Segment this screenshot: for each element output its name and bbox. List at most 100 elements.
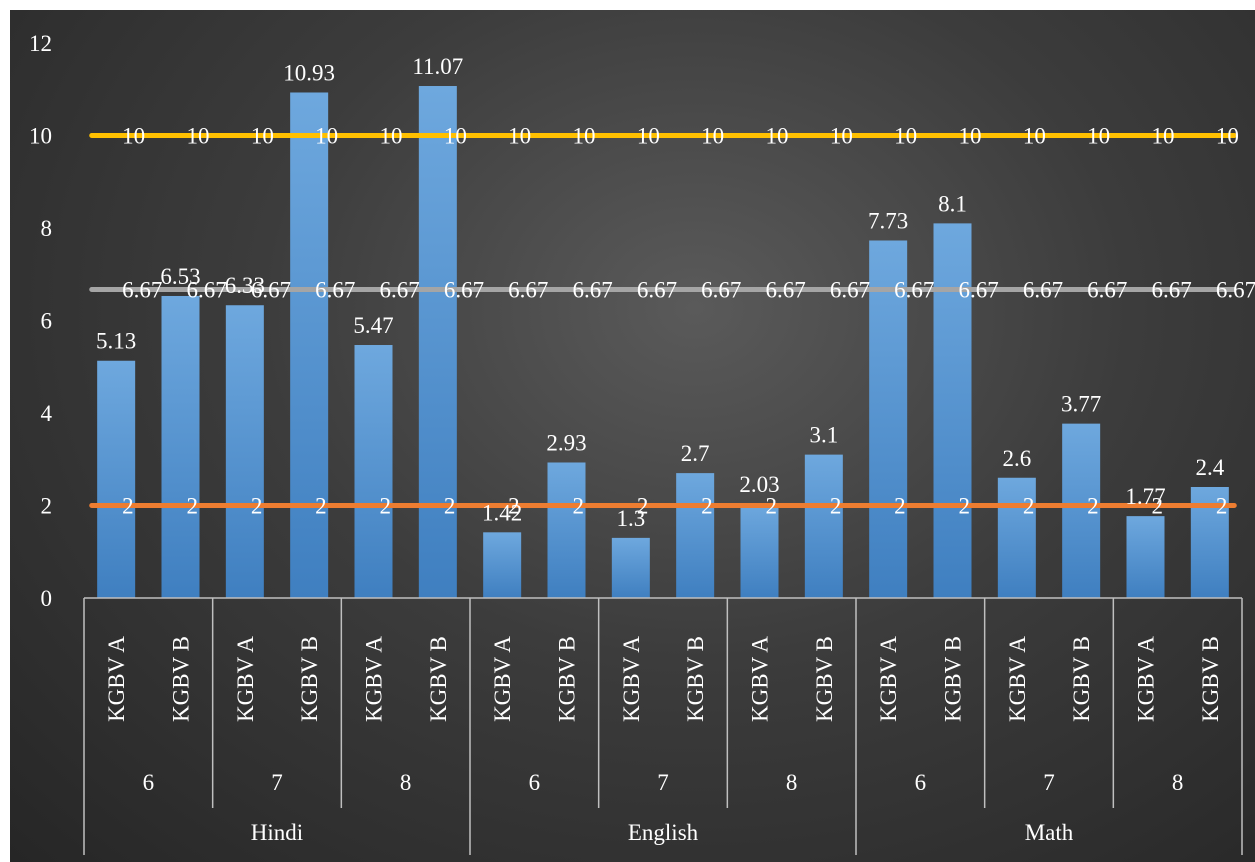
- bar-data-label: 2.6: [1002, 446, 1031, 471]
- bar: [483, 532, 522, 598]
- bar: [869, 240, 908, 599]
- line-data-label: 6.67: [701, 278, 741, 303]
- line-data-label: 2: [251, 494, 262, 519]
- line-data-label: 6.67: [959, 278, 999, 303]
- line-data-label: 6.67: [1152, 278, 1192, 303]
- y-tick-label: 8: [41, 216, 53, 241]
- line-data-label: 2: [122, 494, 133, 519]
- bar-data-label: 10.93: [283, 60, 335, 85]
- line-data-label: 6.67: [315, 278, 355, 303]
- line-data-label: 6.67: [637, 278, 677, 303]
- line-data-label: 6.67: [380, 278, 420, 303]
- bar-series: [97, 86, 1229, 599]
- subgroup-label: 7: [1043, 770, 1055, 795]
- bar-data-label: 2.93: [546, 430, 586, 455]
- category-label: KGBV A: [104, 636, 129, 722]
- line-data-label: 2: [830, 494, 842, 519]
- line-data-label: 6.67: [1216, 278, 1255, 303]
- category-label: KGBV B: [555, 636, 580, 722]
- line-data-label: 10: [315, 124, 338, 149]
- line-data-label: 2: [1152, 494, 1164, 519]
- bar-data-label: 7.73: [868, 208, 908, 233]
- group-label: Hindi: [251, 820, 303, 845]
- subgroup-label: 8: [400, 770, 412, 795]
- y-tick-label: 2: [41, 494, 53, 519]
- bar: [1126, 516, 1165, 598]
- line-data-label: 2: [573, 494, 585, 519]
- line-data-label: 10: [251, 124, 274, 149]
- line-data-label: 2: [444, 494, 456, 519]
- bar-data-label: 1.77: [1125, 484, 1165, 509]
- line-data-label: 6.67: [573, 278, 613, 303]
- data-labels: 10 10 10 10 10 10 10 10 10 10 10 10 10 10 10 10 10 10 6.67…: [96, 54, 1255, 531]
- line-data-label: 2: [1216, 494, 1228, 519]
- category-label: KGBV B: [1198, 636, 1223, 722]
- line-data-label: 2: [959, 494, 971, 519]
- line-data-label: 10: [508, 124, 531, 149]
- line-data-label: 10: [830, 124, 853, 149]
- subgroup-label: 7: [657, 770, 669, 795]
- y-tick-label: 10: [29, 124, 52, 149]
- line-data-label: 10: [1216, 124, 1239, 149]
- bar-data-label: 1.42: [482, 500, 522, 525]
- line-data-label: 6.67: [122, 278, 162, 303]
- bar: [225, 305, 264, 598]
- y-axis: 0 2 4 6 8 10 12: [29, 31, 53, 611]
- line-data-label: 2: [1023, 494, 1034, 519]
- bar: [418, 86, 457, 598]
- line-data-label: 6.67: [508, 278, 548, 303]
- bar-data-label: 5.13: [96, 329, 136, 354]
- line-data-label: 2: [380, 494, 392, 519]
- y-tick-label: 12: [29, 31, 52, 56]
- bar: [740, 504, 779, 598]
- y-tick-label: 4: [41, 401, 53, 426]
- bar: [547, 462, 586, 598]
- line-data-label: 2: [1087, 494, 1099, 519]
- bar: [161, 295, 200, 598]
- line-data-label: 10: [701, 124, 724, 149]
- line-data-label: 10: [766, 124, 789, 149]
- x-axis: KGBV A KGBV B KGBV A KGBV B KGBV A KGBV B KGBV…: [83, 597, 1243, 855]
- bar: [354, 345, 393, 598]
- bar: [933, 223, 972, 598]
- group-label: Math: [1025, 820, 1074, 845]
- bar-line-chart: 10 10 10 10 10 10 10 10 10 10 10 10 10 10 10 10 10 10 6.67…: [29, 31, 1255, 855]
- category-label: KGBV B: [683, 636, 708, 722]
- category-label: KGBV B: [812, 636, 837, 722]
- line-data-label: 10: [187, 124, 210, 149]
- category-label: KGBV B: [426, 636, 451, 722]
- category-label: KGBV A: [1134, 636, 1159, 722]
- category-label: KGBV B: [297, 636, 322, 722]
- line-data-label: 6.67: [444, 278, 484, 303]
- line-data-label: 10: [122, 124, 145, 149]
- bar-data-label: 2.03: [739, 472, 779, 497]
- chart-area: 10 10 10 10 10 10 10 10 10 10 10 10 10 10 10 10 10 10 6.67…: [10, 10, 1255, 862]
- line-data-label: 10: [894, 124, 917, 149]
- line-data-label: 2: [187, 494, 199, 519]
- bar-data-label: 5.47: [353, 313, 393, 338]
- subgroup-label: 6: [143, 770, 155, 795]
- category-label: KGBV A: [233, 636, 258, 722]
- category-label: KGBV B: [1069, 636, 1094, 722]
- subgroup-label: 8: [786, 770, 798, 795]
- line-data-label: 6.67: [1087, 278, 1127, 303]
- y-tick-label: 6: [41, 309, 53, 334]
- line-series: [89, 133, 1237, 508]
- line-data-label: 6.67: [894, 278, 934, 303]
- bar: [804, 454, 843, 598]
- line-data-label: 10: [1152, 124, 1175, 149]
- bar-data-label: 6.33: [225, 273, 265, 298]
- line-data-label: 10: [444, 124, 467, 149]
- subgroup-label: 6: [529, 770, 541, 795]
- category-label: KGBV A: [490, 636, 515, 722]
- line-data-label: 2: [766, 494, 778, 519]
- group-label: English: [628, 820, 699, 845]
- bar-data-label: 2.4: [1195, 455, 1224, 480]
- line-data-label: 2: [894, 494, 906, 519]
- line-data-label: 6.67: [830, 278, 870, 303]
- category-label: KGBV B: [169, 636, 194, 722]
- bar-data-label: 8.1: [938, 191, 967, 216]
- subgroup-label: 7: [271, 770, 283, 795]
- bar: [997, 477, 1036, 598]
- line-data-label: 10: [1087, 124, 1110, 149]
